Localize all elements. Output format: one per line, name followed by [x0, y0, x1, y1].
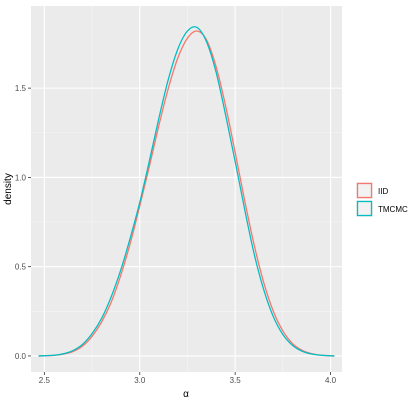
series-line-iid [38, 30, 335, 357]
legend-label-iid: IID [378, 187, 388, 196]
legend: IID TMCMC [356, 182, 408, 217]
series-line-tmcmc [38, 26, 335, 357]
y-tick-label: 0.5 [15, 263, 27, 272]
y-tick-label: 1.5 [15, 84, 27, 93]
x-axis-title: α [183, 389, 189, 400]
legend-key-bg [356, 200, 373, 217]
x-tick-label: 3.0 [134, 376, 146, 385]
plot-panel [31, 6, 342, 372]
x-axis-ticks: 2.5 3.0 3.5 4.0 [39, 372, 337, 385]
y-tick-label: 1.0 [15, 173, 27, 182]
legend-key-tmcmc [356, 200, 373, 217]
grid-major [31, 6, 342, 372]
legend-label-tmcmc: TMCMC [378, 205, 408, 214]
x-tick-label: 4.0 [325, 376, 337, 385]
y-tick-label: 0.0 [15, 352, 27, 361]
y-axis-ticks: 0.0 0.5 1.0 1.5 [15, 84, 31, 361]
legend-key-iid [356, 182, 373, 199]
legend-key-bg [356, 182, 373, 199]
grid-minor [31, 6, 342, 372]
x-tick-label: 3.5 [230, 376, 242, 385]
x-tick-label: 2.5 [39, 376, 51, 385]
y-axis-title: density [3, 173, 14, 205]
series-layer [38, 26, 335, 357]
